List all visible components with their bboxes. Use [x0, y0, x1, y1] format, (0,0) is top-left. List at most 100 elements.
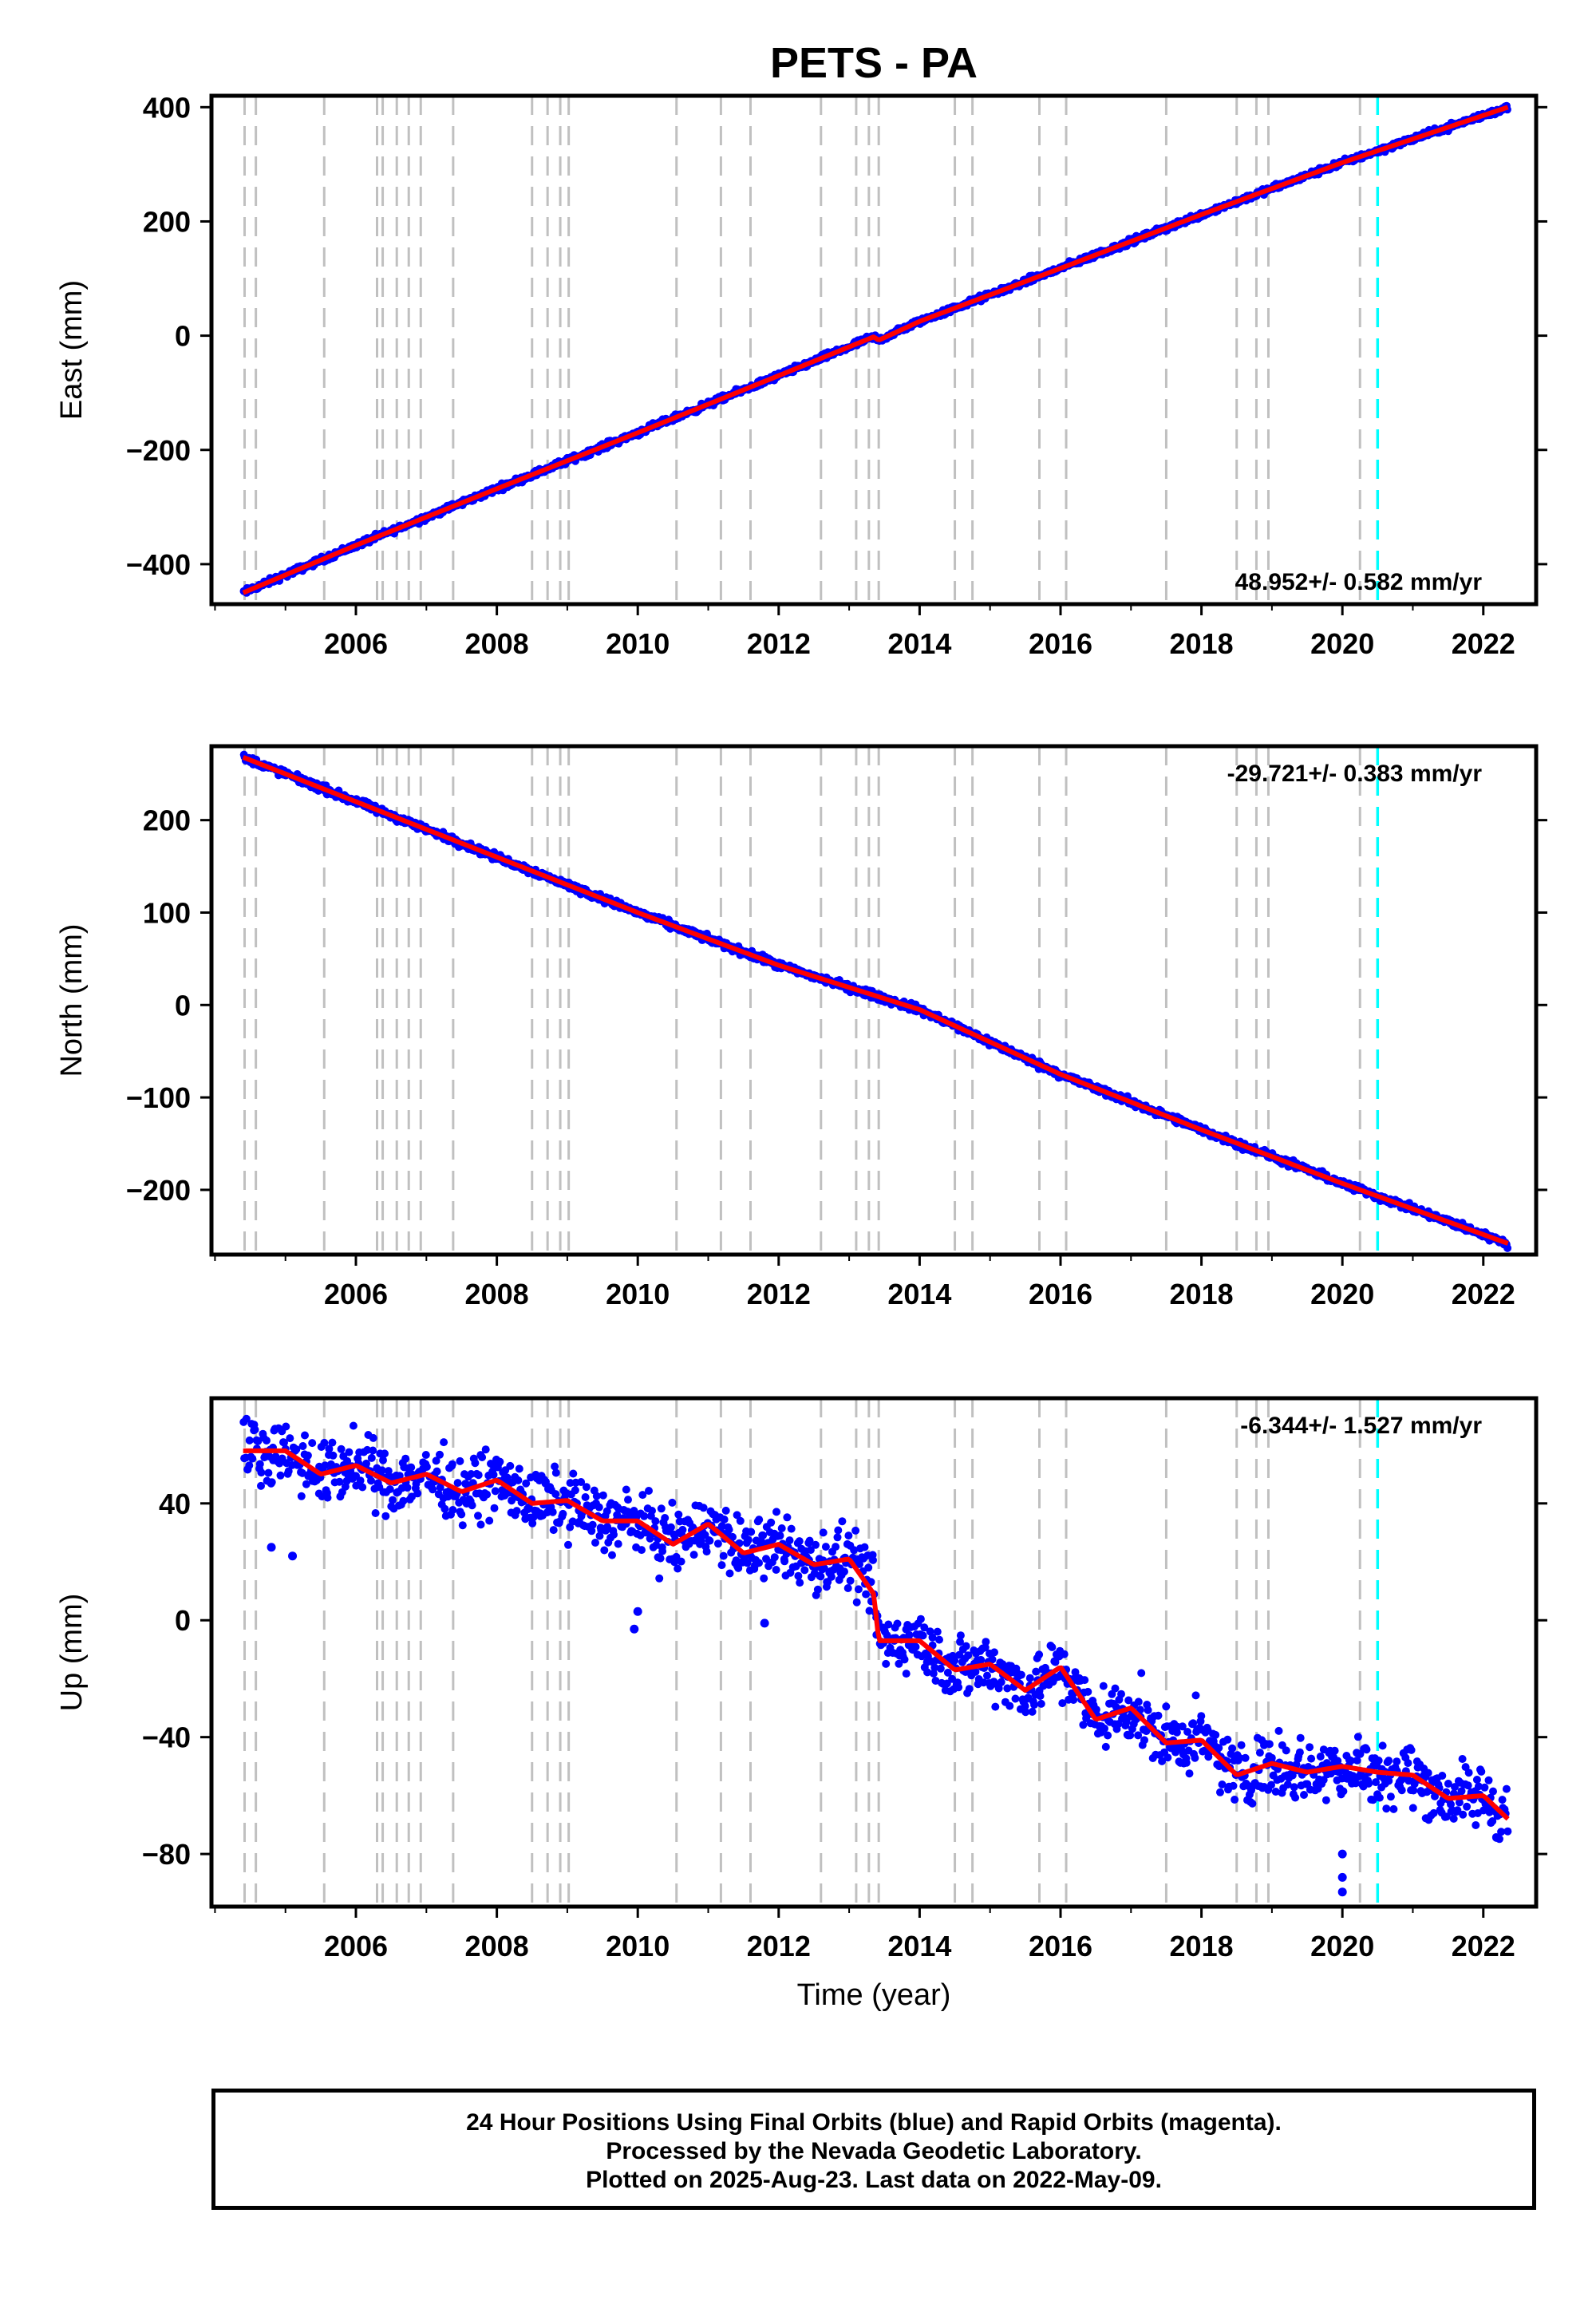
data-point	[245, 1461, 254, 1470]
x-tick-label: 2018	[1170, 1278, 1234, 1310]
data-point	[982, 1638, 990, 1646]
data-point	[379, 1456, 387, 1464]
data-point	[297, 1492, 306, 1500]
data-point	[1101, 1742, 1110, 1751]
data-point	[713, 1539, 722, 1548]
data-point	[362, 1459, 370, 1468]
data-point	[1295, 1748, 1304, 1757]
data-point	[1099, 1682, 1108, 1690]
data-point	[329, 1451, 338, 1460]
data-point	[491, 1487, 500, 1496]
data-point	[725, 1569, 734, 1578]
data-point	[433, 1467, 441, 1476]
data-point	[651, 1517, 660, 1526]
data-point	[678, 1525, 687, 1534]
data-point	[323, 1493, 332, 1502]
outlier-point	[1337, 1887, 1347, 1897]
data-point	[1237, 1741, 1246, 1749]
data-point	[1025, 1674, 1034, 1682]
data-point	[893, 1619, 902, 1628]
x-tick-label: 2016	[1029, 627, 1092, 660]
data-point	[911, 1642, 920, 1651]
data-point	[1409, 1786, 1418, 1795]
data-point	[588, 1520, 597, 1529]
data-point	[1154, 1711, 1163, 1720]
data-point	[429, 1485, 437, 1494]
data-point	[489, 1470, 498, 1479]
data-point	[528, 1519, 537, 1528]
caption-box: 24 Hour Positions Using Final Orbits (bl…	[211, 2089, 1536, 2210]
data-point	[514, 1476, 523, 1484]
data-point	[767, 1518, 776, 1527]
data-point	[401, 1454, 410, 1463]
panels: 2006 2008 2010 2012 2014 2016 2018 2020 2022−400…	[55, 91, 1547, 1962]
data-point	[943, 1668, 952, 1677]
data-point	[1477, 1767, 1486, 1776]
velocity-label: -29.721+/- 0.383 mm/yr	[1227, 761, 1483, 787]
data-point	[1182, 1758, 1191, 1767]
data-point	[1447, 1800, 1455, 1808]
data-point	[1228, 1744, 1237, 1753]
data-point	[1404, 1777, 1413, 1785]
data-point	[321, 1461, 330, 1470]
data-point	[610, 1530, 618, 1539]
data-point	[1158, 1757, 1167, 1765]
data-point	[1339, 1787, 1348, 1796]
data-point	[1316, 1753, 1325, 1761]
data-point	[652, 1541, 661, 1550]
data-point	[436, 1483, 444, 1492]
x-tick-label: 2020	[1310, 627, 1374, 660]
data-point	[1382, 1804, 1391, 1813]
data-point	[787, 1524, 796, 1533]
data-point	[1374, 1757, 1383, 1765]
data-point	[812, 1540, 820, 1549]
data-point	[1185, 1769, 1194, 1778]
data-point	[1229, 1781, 1238, 1790]
data-point	[301, 1431, 309, 1440]
x-tick-label: 2006	[324, 627, 388, 660]
data-point	[476, 1520, 485, 1529]
data-point	[577, 1478, 586, 1486]
data-point	[1365, 1779, 1373, 1788]
data-point	[990, 1648, 998, 1657]
x-tick-label: 2014	[887, 627, 951, 660]
data-point	[508, 1496, 516, 1505]
y-axis-label: East (mm)	[55, 280, 89, 420]
data-point	[264, 1468, 273, 1477]
data-point	[638, 1546, 646, 1555]
data-point	[729, 1532, 737, 1541]
data-point	[581, 1493, 590, 1501]
data-point	[320, 1438, 329, 1447]
data-point	[657, 1504, 666, 1513]
outlier-point	[1337, 1872, 1347, 1882]
data-point	[838, 1517, 847, 1526]
data-point	[1035, 1650, 1044, 1659]
data-point	[844, 1531, 853, 1540]
data-point	[1231, 1796, 1239, 1804]
data-point	[474, 1471, 483, 1480]
data-point	[697, 1537, 705, 1546]
data-point	[1369, 1796, 1377, 1804]
data-point	[705, 1536, 714, 1545]
data-point	[1351, 1779, 1360, 1788]
data-point	[702, 1547, 711, 1556]
x-tick-label: 2022	[1452, 1278, 1515, 1310]
data-point	[1218, 1780, 1227, 1788]
data-point	[1424, 1769, 1432, 1777]
data-point	[1472, 1821, 1480, 1829]
data-point	[733, 1511, 741, 1520]
data-point	[600, 1546, 609, 1555]
data-point	[559, 1509, 567, 1518]
data-point	[1241, 1753, 1250, 1762]
data-point	[1306, 1743, 1314, 1752]
data-point	[755, 1559, 763, 1567]
data-point	[656, 1554, 665, 1563]
data-point	[1178, 1722, 1187, 1731]
data-point	[805, 1536, 814, 1545]
data-point	[1404, 1759, 1412, 1768]
data-point	[1274, 1726, 1283, 1735]
data-point	[1484, 1776, 1493, 1784]
data-point	[1011, 1694, 1020, 1703]
y-tick-label: 400	[143, 91, 191, 124]
data-point	[918, 1631, 927, 1640]
